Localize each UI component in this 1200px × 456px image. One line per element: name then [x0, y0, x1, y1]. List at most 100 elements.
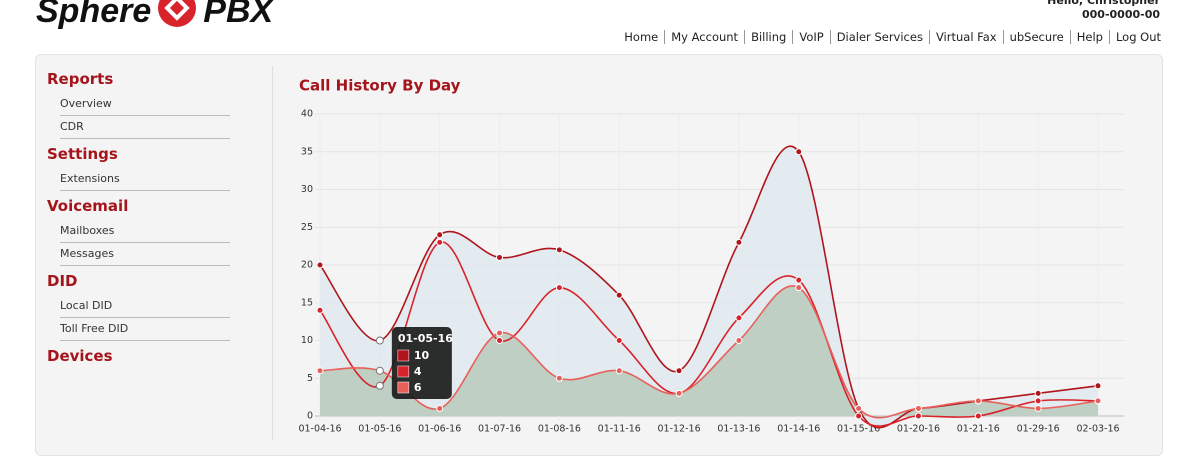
nav-link[interactable]: VoIP [792, 30, 830, 44]
point [675, 367, 683, 375]
x-tick-label: 01-15-16 [837, 424, 880, 435]
logo-right: PBX [203, 0, 274, 30]
area [320, 285, 1098, 418]
x-tick-label: 01-20-16 [897, 424, 940, 435]
point [1034, 389, 1042, 397]
nav-link[interactable]: Log Out [1108, 30, 1161, 44]
y-tick-label: 40 [301, 109, 313, 120]
nav-link[interactable]: Virtual Fax [928, 30, 1003, 44]
x-tick-label: 01-11-16 [598, 424, 641, 435]
point [795, 284, 803, 292]
point [1094, 397, 1102, 405]
x-tick-label: 02-03-16 [1076, 424, 1119, 435]
x-tick-label: 01-04-16 [298, 424, 341, 435]
divider [272, 66, 273, 440]
nav-link[interactable]: Billing [744, 30, 793, 44]
y-tick-label: 10 [301, 335, 313, 346]
tooltip-swatch [397, 381, 410, 394]
sidebar-section: Devices [47, 347, 230, 365]
section-title[interactable]: Reports [47, 70, 114, 88]
logo[interactable]: Sphere PBX [36, 0, 273, 31]
tooltip-box [391, 327, 452, 399]
y-tick-label: 0 [307, 411, 313, 422]
point [855, 404, 863, 412]
greeting: Hello, Christopher [1047, 0, 1160, 7]
nav-link[interactable]: Help [1069, 30, 1109, 44]
sidebar-section: Settings Extensions [47, 145, 230, 191]
point [615, 337, 623, 344]
page: Sphere PBX Hello, Christopher 000-0000-00 … [35, 0, 1163, 456]
x-tick-label: 01-21-16 [957, 424, 1000, 435]
section-item[interactable]: Extensions [60, 168, 230, 191]
point [615, 291, 623, 299]
account: 000-0000-00 [1081, 8, 1160, 21]
point [974, 412, 982, 420]
point [1034, 397, 1042, 405]
sidebar: Reports Overview CDR Settings Extensions Voic… [47, 70, 230, 371]
logo-icon [158, 0, 197, 27]
point [436, 231, 444, 239]
section-item[interactable]: Mailboxes [60, 220, 230, 243]
point [735, 238, 743, 246]
point [496, 329, 504, 337]
tooltip-value: 4 [414, 365, 422, 378]
point [316, 261, 324, 269]
y-tick-label: 35 [301, 146, 313, 157]
x-tick-label: 01-14-16 [777, 424, 820, 435]
nav-link[interactable]: My Account [664, 30, 745, 44]
greeting-box: Hello, Christopher 000-0000-00 [1047, 0, 1160, 22]
point [555, 374, 563, 382]
tooltip: 01-05-16 10 4 6 [391, 327, 453, 399]
point [795, 276, 803, 284]
section-title[interactable]: DID [47, 272, 78, 290]
point [375, 336, 384, 345]
point [555, 246, 563, 254]
nav-link[interactable]: ubSecure [1002, 30, 1070, 44]
section-item[interactable]: Toll Free DID [60, 318, 230, 341]
chart-title: Call History By Day [299, 77, 461, 95]
x-tick-label: 01-08-16 [538, 424, 581, 435]
point [316, 367, 324, 375]
x-tick-label: 01-29-16 [1017, 424, 1060, 435]
point [1034, 404, 1042, 412]
point [735, 314, 743, 322]
section-item[interactable]: Messages [60, 243, 230, 266]
nav-link[interactable]: Home [624, 30, 659, 44]
y-tick-label: 15 [301, 297, 313, 308]
sidebar-section: Reports Overview CDR [47, 70, 230, 139]
section-title[interactable]: Settings [47, 145, 118, 163]
point [555, 284, 563, 292]
section-item[interactable]: CDR [60, 116, 230, 139]
point [675, 389, 683, 397]
tooltip-swatch [397, 349, 410, 362]
tooltip-swatch [397, 365, 410, 378]
x-tick-label: 01-05-16 [358, 424, 401, 435]
nav-link[interactable]: Dialer Services [829, 30, 929, 44]
y-tick-label: 25 [301, 222, 313, 233]
section-item[interactable]: Overview [60, 93, 230, 116]
point [795, 148, 803, 156]
section-item[interactable]: Local DID [60, 295, 230, 318]
point [436, 238, 444, 246]
x-tick-label: 01-13-16 [717, 424, 760, 435]
point [974, 397, 982, 405]
point [496, 253, 504, 261]
point [375, 366, 384, 375]
tooltip-value: 6 [414, 381, 422, 394]
point [735, 337, 743, 344]
point [316, 306, 324, 314]
chart: Call History By Day 0 5 10 15 20 25 30 35 40 01-0… [298, 77, 1124, 435]
point [914, 404, 922, 412]
section-title[interactable]: Devices [47, 347, 113, 365]
point [496, 337, 504, 344]
y-tick-label: 30 [301, 184, 313, 195]
point [855, 412, 863, 420]
section-title[interactable]: Voicemail [47, 197, 129, 215]
x-tick-label: 01-06-16 [418, 424, 461, 435]
y-tick-label: 5 [307, 373, 313, 384]
y-tick-label: 20 [301, 260, 313, 271]
point [615, 367, 623, 375]
sidebar-section: Voicemail Mailboxes Messages [47, 197, 230, 266]
sidebar-section: DID Local DID Toll Free DID [47, 272, 230, 341]
x-tick-label: 01-07-16 [478, 424, 521, 435]
